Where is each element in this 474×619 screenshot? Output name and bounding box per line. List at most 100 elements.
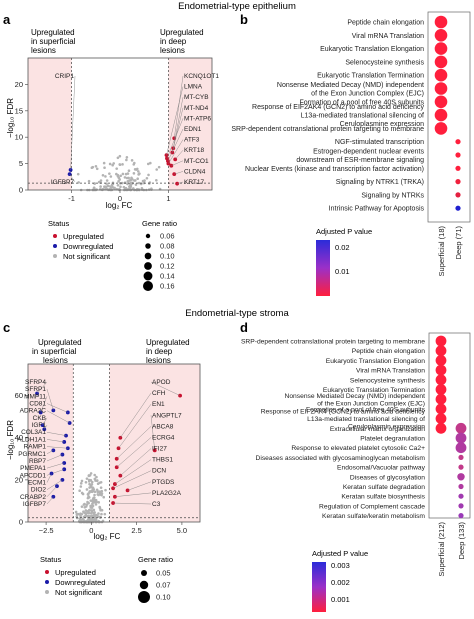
- superficial-dot: [434, 95, 448, 109]
- point-label-igfbp7: IGFBP7: [23, 501, 47, 508]
- label-leader: [150, 415, 155, 451]
- ns-point: [100, 492, 104, 495]
- ns-point: [95, 500, 98, 504]
- label-leader: [40, 396, 48, 413]
- label-leader: [175, 150, 184, 160]
- significant-points: KCNQ1OT1 LMNA MT-CYB MT-ND4 MT-ATP6 EDN1 ATF3 K…: [51, 73, 220, 186]
- colorbar: [316, 240, 330, 296]
- ns-point: [90, 509, 93, 512]
- point-lmna: [164, 153, 169, 158]
- ratio-dot: [138, 591, 150, 603]
- ns-point: [103, 185, 106, 189]
- point-ckb: [40, 423, 45, 427]
- pathway-label: Formation of a pool of free 40S subunits: [299, 99, 424, 106]
- legend-ns-label: Not significant: [63, 252, 111, 261]
- ns-point: [88, 486, 91, 489]
- pathway-label: Response of EIF2AK4 (GCN2) to amino acid…: [261, 409, 426, 416]
- pathway-label: Keratan sulfate degradation: [343, 484, 425, 491]
- y-tick-label: 40: [15, 433, 23, 442]
- point-label-edn1: EDN1: [184, 126, 202, 133]
- label-leader: [46, 473, 52, 483]
- ns-point: [85, 503, 89, 506]
- label-leader: [127, 481, 152, 491]
- ns-point: [96, 490, 100, 494]
- deep-dot: [455, 165, 461, 171]
- ns-point: [76, 512, 80, 516]
- pathway-label: Ceruloplasmine expression: [340, 121, 425, 128]
- point-label-thbs1: THBS1: [152, 457, 173, 464]
- ns-point: [122, 185, 126, 189]
- legend-ns-label: Not significant: [55, 588, 103, 597]
- ns-point: [138, 172, 141, 175]
- panel-letter-c: c: [3, 320, 10, 335]
- ns-point: [87, 511, 91, 515]
- ns-point: [79, 515, 82, 518]
- ns-point: [90, 499, 94, 502]
- ns-point: [100, 489, 104, 493]
- ns-point: [91, 486, 95, 490]
- pathway-label: downstream of ESR-membrane signaling: [296, 157, 424, 164]
- ns-point: [120, 181, 124, 185]
- ns-point: [118, 154, 122, 158]
- ns-point: [98, 505, 101, 509]
- ratio-label: 0.10: [156, 593, 171, 602]
- pathway-label: Intrinsic Pathway for Apoptosis: [329, 206, 425, 213]
- y-tick-label: 20: [15, 475, 23, 484]
- y-axis-label: −log₁₀ FDR: [6, 98, 15, 138]
- ns-point: [99, 486, 103, 489]
- pathway-label: of the Exon Junction Complex (EJC): [311, 90, 424, 97]
- ns-point: [135, 168, 138, 171]
- point-label-cd81: CD81: [29, 401, 46, 408]
- point-label-c3: C3: [152, 501, 161, 508]
- pathway-label: Regulation of Complement cascade: [319, 503, 425, 510]
- ns-point: [121, 172, 125, 176]
- ns-point: [146, 162, 150, 166]
- superficial-dot: [435, 413, 447, 424]
- point-label-crip1: CRIP1: [55, 73, 75, 80]
- deep-region-shade: [109, 364, 200, 522]
- ns-point: [92, 511, 96, 515]
- region-label-deep-1: Upregulated: [160, 28, 204, 37]
- ns-point: [95, 475, 98, 479]
- ns-point: [95, 479, 99, 482]
- ns-point: [90, 506, 94, 509]
- point-label-dio2: DIO2: [31, 487, 47, 494]
- ns-point: [90, 516, 94, 520]
- ratio-label: 0.06: [160, 232, 175, 241]
- section-title-epithelium: Endometrial-type epithelium: [178, 1, 296, 12]
- ns-point: [127, 176, 130, 180]
- point-label-cldn4: CLDN4: [184, 168, 206, 175]
- ns-point: [102, 495, 106, 499]
- label-leader: [46, 410, 70, 424]
- ns-point: [89, 478, 93, 482]
- ns-point: [137, 181, 141, 185]
- ns-point: [83, 514, 87, 518]
- ns-point: [137, 170, 140, 173]
- legend-down-label: Downregulated: [63, 242, 113, 251]
- superficial-dot: [434, 108, 448, 122]
- legend-up-dot: [45, 570, 49, 574]
- ratio-dot: [145, 243, 151, 249]
- ratio-dot: [143, 281, 153, 291]
- pathway-label: Keratan sulfate biosynthesis: [341, 494, 425, 501]
- ns-point: [145, 176, 149, 180]
- point-label-rbp7: RBP7: [29, 458, 46, 465]
- label-leader: [120, 448, 152, 476]
- pathway-label: Diseases associated with glycosaminoglyc…: [256, 455, 426, 462]
- x-tick-label: 0: [89, 526, 93, 535]
- ns-point: [78, 489, 81, 493]
- ns-point: [99, 508, 102, 512]
- y-tick-label: 0: [19, 518, 23, 527]
- deep-dot: [455, 179, 461, 185]
- superficial-dot: [435, 335, 447, 347]
- significant-points: APOD CFH EN1 ANGPTL7 ABCA8 ECRG4 IFI27 THBS1 DCN…: [17, 379, 182, 508]
- ns-point: [117, 176, 121, 180]
- pathway-label: SRP-dependent cotranslational protein ta…: [241, 339, 425, 346]
- ns-point: [149, 161, 152, 165]
- ns-point: [116, 156, 120, 160]
- ns-point: [105, 179, 109, 182]
- ns-point: [155, 168, 159, 171]
- not-significant-points: [74, 472, 107, 524]
